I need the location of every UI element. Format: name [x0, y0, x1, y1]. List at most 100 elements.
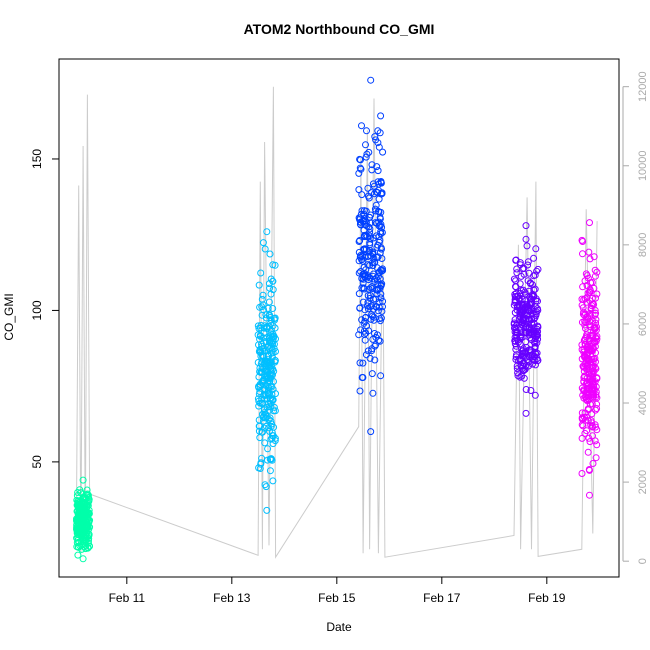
data-point [525, 306, 533, 314]
data-point [267, 382, 275, 390]
data-point [360, 270, 368, 278]
data-point [265, 341, 273, 349]
data-point [374, 139, 382, 147]
data-point [511, 309, 519, 317]
data-point [270, 403, 278, 411]
data-point [512, 356, 520, 363]
data-point [375, 143, 383, 151]
data-point [586, 385, 594, 393]
data-point [368, 370, 376, 378]
data-point [358, 256, 366, 264]
data-point [523, 242, 531, 250]
data-point [359, 279, 367, 287]
y2-tick-label: 2000 [637, 470, 649, 494]
data-point [81, 494, 89, 502]
data-point [517, 331, 525, 339]
data-point [519, 286, 527, 294]
data-point [362, 141, 369, 149]
data-point [268, 396, 276, 404]
data-point [358, 122, 365, 130]
data-point [359, 374, 367, 381]
data-point [379, 148, 387, 156]
data-point [579, 422, 587, 430]
data-point [584, 393, 592, 401]
data-point [266, 467, 274, 475]
data-point-min [367, 428, 375, 436]
data-point [582, 380, 590, 388]
data-point [531, 391, 539, 399]
data-point [530, 315, 538, 323]
data-point [373, 243, 381, 251]
data-point [588, 422, 596, 430]
data-point [371, 356, 379, 364]
data-point [256, 346, 264, 354]
data-point [519, 301, 526, 309]
data-point [267, 417, 275, 425]
data-point [74, 489, 82, 496]
data-point [263, 422, 270, 430]
data-point [592, 393, 600, 401]
data-point-min [79, 555, 87, 563]
data-point [356, 387, 364, 395]
data-point [588, 302, 596, 310]
data-point [85, 510, 93, 518]
data-point [525, 269, 533, 277]
data-point [586, 255, 594, 263]
data-point [591, 343, 599, 350]
data-point [356, 155, 364, 163]
data-point [529, 281, 537, 289]
data-point [370, 190, 378, 198]
data-point [265, 416, 273, 423]
data-point [589, 300, 596, 308]
data-point [256, 368, 264, 376]
data-point [527, 326, 535, 334]
data-point [522, 386, 530, 393]
data-point [363, 127, 370, 135]
data-point [82, 508, 90, 516]
data-point [589, 378, 597, 386]
data-point [271, 407, 279, 415]
data-point [360, 327, 368, 335]
data-point [75, 521, 83, 529]
data-point [363, 150, 371, 158]
data-point [370, 255, 378, 262]
data-point [533, 332, 541, 340]
data-point [258, 379, 266, 387]
data-point [593, 441, 601, 449]
data-point [266, 284, 274, 292]
data-point [256, 388, 264, 396]
data-point [586, 438, 594, 446]
data-point [590, 338, 598, 346]
data-point [357, 210, 365, 218]
data-point [525, 362, 532, 370]
data-point [366, 235, 374, 243]
data-point [369, 312, 376, 320]
data-point [261, 481, 269, 489]
data-point [357, 326, 365, 334]
data-point [254, 395, 262, 403]
data-point [260, 334, 267, 342]
data-point [261, 347, 269, 355]
data-point [371, 342, 379, 350]
data-point [270, 367, 278, 375]
data-point [579, 283, 587, 291]
data-point [515, 294, 523, 302]
data-point [529, 360, 536, 368]
data-point [530, 286, 538, 294]
data-point [589, 363, 597, 370]
data-point [583, 282, 591, 289]
data-point [379, 297, 387, 305]
data-point [372, 207, 380, 215]
data-point [356, 304, 364, 312]
data-point [513, 265, 521, 273]
data-point [585, 346, 593, 354]
data-point [591, 354, 599, 362]
data-point [259, 291, 267, 299]
y-tick-label: 150 [30, 149, 44, 169]
data-point [261, 386, 269, 394]
data-point [269, 330, 277, 338]
data-point [271, 437, 279, 445]
data-point [356, 359, 364, 367]
